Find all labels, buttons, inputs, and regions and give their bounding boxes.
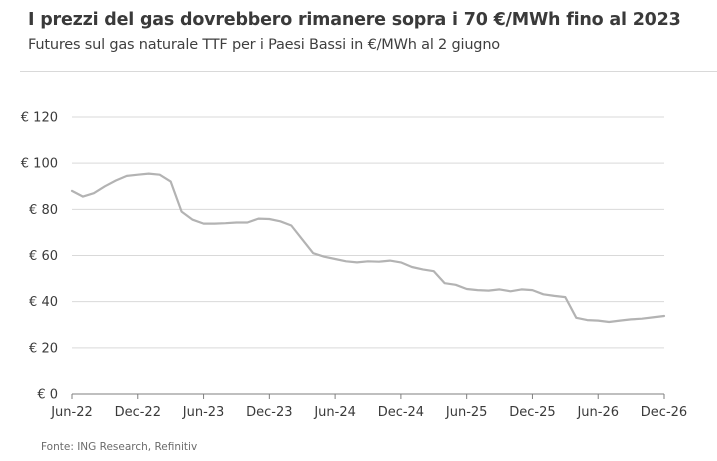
y-tick-label: € 20 bbox=[29, 341, 58, 356]
x-tick-label: Dec-24 bbox=[378, 405, 424, 420]
x-tick-label: Dec-26 bbox=[641, 405, 687, 420]
source-note: Fonte: ING Research, Refinitiv bbox=[41, 441, 198, 453]
x-tick-label: Jun-22 bbox=[50, 405, 93, 420]
y-tick-label: € 80 bbox=[29, 203, 58, 218]
chart-subtitle: Futures sul gas naturale TTF per i Paesi… bbox=[28, 37, 500, 53]
chart-title: I prezzi del gas dovrebbero rimanere sop… bbox=[28, 10, 681, 30]
x-tick-label: Jun-24 bbox=[313, 405, 356, 420]
series-group bbox=[70, 172, 666, 324]
gridlines bbox=[72, 116, 664, 349]
y-tick-label: € 40 bbox=[29, 295, 58, 310]
y-tick-label: € 0 bbox=[37, 388, 58, 403]
series-line bbox=[70, 172, 666, 324]
y-axis-ticks: € 0 € 20 € 40 € 60 € 80 € 100 € 120 bbox=[21, 111, 58, 403]
x-tick-label: Dec-23 bbox=[246, 405, 292, 420]
x-axis: Jun-22 Dec-22 Jun-23 Dec-23 Jun-24 Dec-24 Jun-… bbox=[50, 393, 687, 420]
x-tick-label: Jun-25 bbox=[445, 405, 488, 420]
y-tick-label: € 60 bbox=[29, 249, 58, 264]
header-divider bbox=[20, 71, 717, 72]
x-tick-label: Jun-26 bbox=[576, 405, 619, 420]
y-tick-label: € 100 bbox=[21, 157, 58, 172]
y-tick-label: € 120 bbox=[21, 111, 58, 126]
x-tick-label: Dec-25 bbox=[509, 405, 555, 420]
x-tick-label: Dec-22 bbox=[115, 405, 161, 420]
x-tick-label: Jun-23 bbox=[182, 405, 225, 420]
